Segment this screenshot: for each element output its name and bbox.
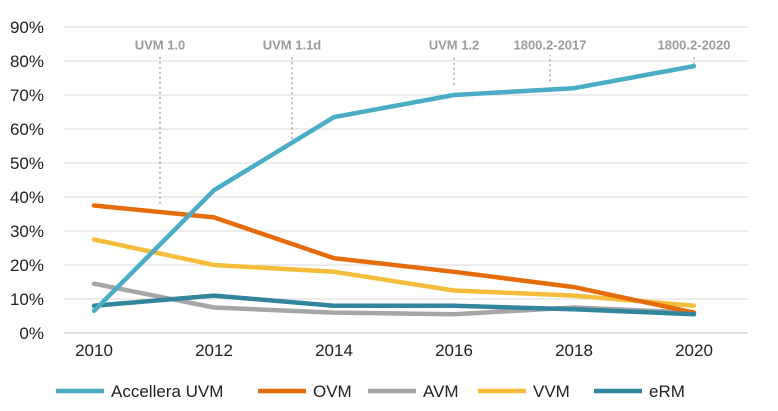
y-tick-label: 70% (10, 86, 44, 105)
y-tick-label: 50% (10, 154, 44, 173)
x-tick-label: 2014 (315, 341, 353, 360)
y-tick-label: 0% (19, 324, 44, 343)
legend-label: VVM (533, 382, 570, 401)
annotation-label: 1800.2-2017 (513, 37, 586, 52)
legend-item: eRM (594, 382, 685, 401)
x-tick-label: 2018 (555, 341, 593, 360)
annotation-label: UVM 1.0 (135, 37, 186, 52)
x-tick-label: 2016 (435, 341, 473, 360)
y-tick-label: 80% (10, 52, 44, 71)
legend-item: AVM (368, 382, 459, 401)
y-tick-label: 60% (10, 120, 44, 139)
x-axis: 2010 2012 2014 2016 2018 2020 (75, 341, 713, 360)
legend: Accellera UVM OVM AVM VVM eRM (56, 382, 685, 401)
legend-item: VVM (478, 382, 570, 401)
legend-label: Accellera UVM (111, 382, 223, 401)
legend-label: AVM (423, 382, 459, 401)
y-tick-label: 30% (10, 222, 44, 241)
series-line-vvm (94, 240, 694, 306)
series (94, 66, 694, 314)
chart: 0% 10% 20% 30% 40% 50% 60% 70% 80% 90% 2010 2012 201… (0, 0, 778, 411)
line-chart: 0%10%20%30%40%50%60%70%80%90%2010 2012 201… (0, 0, 778, 411)
x-tick-label: 2010 (75, 341, 113, 360)
legend-label: OVM (313, 382, 352, 401)
annotation-label: UVM 1.1d (263, 37, 322, 52)
x-tick-label: 2012 (195, 341, 233, 360)
y-tick-label: 90% (10, 18, 44, 37)
legend-item: OVM (258, 382, 352, 401)
annotation-label: UVM 1.2 (429, 37, 480, 52)
annotation-label: 1800.2-2020 (657, 37, 730, 52)
y-tick-label: 10% (10, 290, 44, 309)
legend-label: eRM (649, 382, 685, 401)
x-tick-label: 2020 (675, 341, 713, 360)
y-axis: 0% 10% 20% 30% 40% 50% 60% 70% 80% 90% (10, 18, 44, 343)
annotations: UVM 1.0 UVM 1.1d UVM 1.2 1800.2-2017 1800.2-… (135, 37, 731, 203)
legend-item: Accellera UVM (56, 382, 223, 401)
series-line-accellera-uvm (94, 66, 694, 311)
y-tick-label: 40% (10, 188, 44, 207)
y-tick-label: 20% (10, 256, 44, 275)
